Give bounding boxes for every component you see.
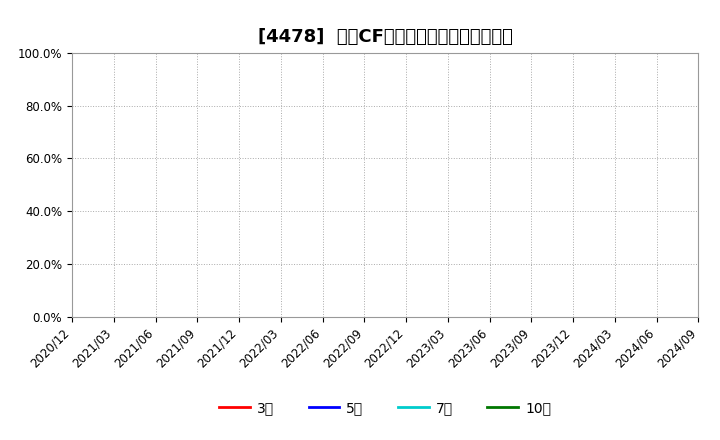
- Legend: 3年, 5年, 7年, 10年: 3年, 5年, 7年, 10年: [214, 396, 557, 421]
- Title: [4478]  営業CFマージンの標準偏差の推移: [4478] 営業CFマージンの標準偏差の推移: [258, 28, 513, 46]
